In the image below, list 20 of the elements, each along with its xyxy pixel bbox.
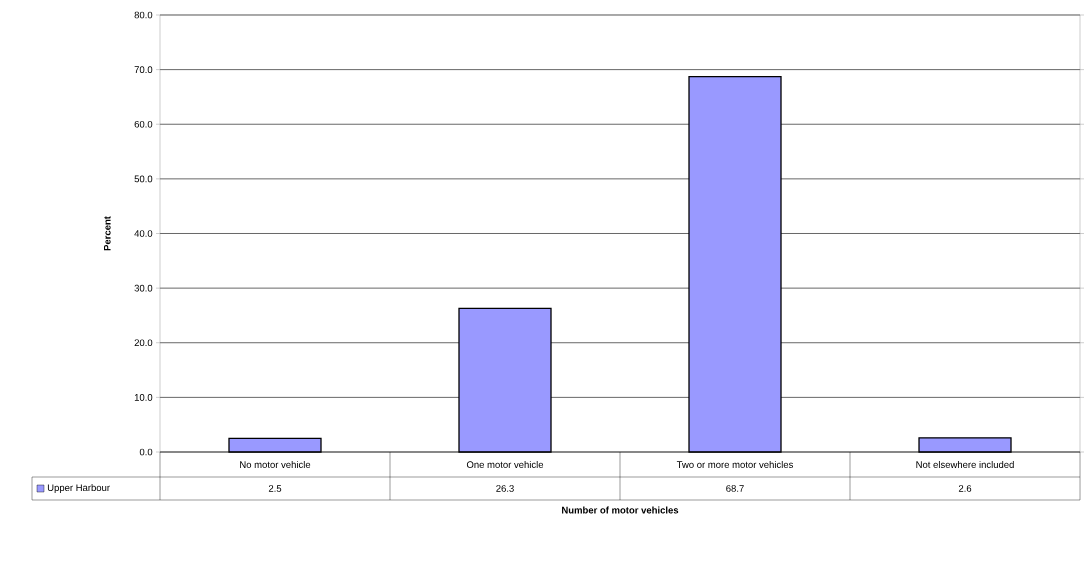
x-tick-label: No motor vehicle xyxy=(240,461,311,468)
y-tick-label: 30.0 xyxy=(134,284,153,292)
x-tick-label: Two or more motor vehicles xyxy=(676,461,793,468)
data-label: 68.7 xyxy=(726,485,744,492)
data-label: 26.3 xyxy=(496,485,514,492)
x-tick-label: One motor vehicle xyxy=(466,461,544,468)
x-tick-label: Not elsewhere included xyxy=(916,461,1014,468)
x-axis-title: Number of motor vehicles xyxy=(562,506,679,514)
y-tick-label: 60.0 xyxy=(134,120,153,128)
data-label: 2.5 xyxy=(268,485,282,492)
y-tick-label: 70.0 xyxy=(134,66,153,73)
y-tick-label: 50.0 xyxy=(134,175,153,183)
y-tick-label: 0.0 xyxy=(139,448,153,456)
y-tick-label: 20.0 xyxy=(134,339,153,347)
y-axis-title: Percent xyxy=(104,216,111,251)
legend-label: Upper Harbour xyxy=(47,484,110,493)
data-label: 2.6 xyxy=(958,485,972,492)
y-tick-label: 40.0 xyxy=(134,230,153,237)
y-tick-label: 10.0 xyxy=(134,394,153,401)
y-tick-label: 80.0 xyxy=(134,11,153,19)
